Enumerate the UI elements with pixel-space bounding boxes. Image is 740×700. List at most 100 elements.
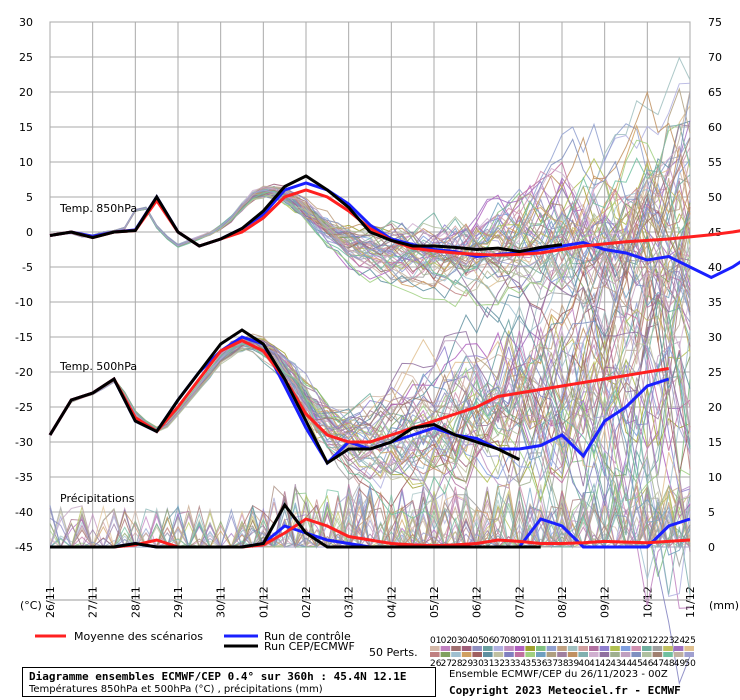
member-swatch-row2 — [514, 652, 525, 657]
x-tick-label: 30/11 — [215, 586, 228, 618]
member-number-row1: 06 — [483, 636, 495, 646]
x-tick-label: 27/11 — [87, 586, 100, 618]
member-number-row2: 34 — [515, 659, 527, 669]
right-unit-label: (mm) — [709, 599, 739, 612]
left-tick-label: 10 — [19, 156, 33, 169]
member-swatch-row2 — [620, 652, 631, 657]
member-swatch-row1 — [673, 646, 684, 651]
member-number-row2: 32 — [494, 659, 505, 669]
member-t850-line — [49, 120, 691, 324]
right-tick-label: 10 — [708, 471, 722, 484]
left-tick-label: -40 — [15, 506, 33, 519]
legend: Moyenne des scénarios Run de contrôle Ru… — [35, 630, 696, 669]
member-swatch-row1 — [642, 646, 652, 651]
member-swatch-row1 — [451, 646, 461, 651]
mean-precip-line — [50, 517, 691, 549]
member-swatch-row2 — [472, 652, 482, 657]
member-number-row2: 42 — [600, 659, 611, 669]
left-tick-label: -20 — [15, 366, 33, 379]
member-swatch-row1 — [610, 646, 620, 651]
member-number-row1: 17 — [600, 636, 611, 646]
member-swatch-row2 — [430, 652, 440, 657]
right-tick-label: 50 — [708, 191, 722, 204]
member-number-row2: 43 — [610, 659, 621, 669]
member-number-row1: 21 — [642, 636, 653, 646]
member-number-row1: 09 — [515, 636, 527, 646]
member-number-row1: 15 — [578, 636, 589, 646]
legend-perts-label: 50 Perts. — [369, 646, 418, 659]
member-swatch-row2 — [546, 652, 557, 657]
member-number-row1: 03 — [451, 636, 462, 646]
member-number-row1: 24 — [674, 636, 686, 646]
member-swatch-row1 — [620, 646, 631, 651]
x-tick-label: 04/12 — [385, 586, 398, 618]
member-number-row1: 12 — [547, 636, 558, 646]
member-number-row2: 37 — [547, 659, 558, 669]
right-tick-label: 0 — [708, 541, 715, 554]
right-tick-label: 15 — [708, 436, 722, 449]
member-number-row2: 40 — [578, 659, 590, 669]
member-number-row2: 29 — [462, 659, 474, 669]
member-t850-line — [49, 157, 691, 286]
left-tick-label: 20 — [19, 86, 33, 99]
left-tick-label: 15 — [19, 121, 33, 134]
member-swatch-row1 — [440, 646, 451, 651]
member-swatch-row2 — [652, 652, 663, 657]
right-tick-label: 40 — [708, 261, 722, 274]
x-tick-label: 05/12 — [428, 586, 441, 618]
member-swatch-row1 — [546, 646, 557, 651]
member-number-row2: 27 — [441, 659, 452, 669]
member-swatch-row2 — [642, 652, 652, 657]
member-t500-line — [49, 324, 691, 505]
chart-subtitle: Températures 850hPa et 500hPa (°C) , pré… — [29, 684, 323, 695]
member-swatch-row1 — [578, 646, 588, 651]
right-tick-label: 5 — [708, 506, 715, 519]
left-tick-label: -35 — [15, 471, 33, 484]
member-number-row2: 33 — [504, 659, 515, 669]
member-swatch-row1 — [567, 646, 578, 651]
legend-control-label: Run de contrôle — [264, 630, 351, 643]
x-axis-ticks: 26/11 27/11 28/11 29/11 30/11 01/12 02/12 03/12… — [44, 586, 697, 618]
right-tick-label: 60 — [708, 121, 722, 134]
member-t850-line — [49, 91, 691, 303]
x-tick-label: 06/12 — [471, 586, 484, 618]
left-unit-label: (°C) — [20, 599, 42, 612]
member-swatches: 01 26 02 27 03 28 04 29 05 30 06 31 07 32 08 33 09 34 10 35… — [430, 636, 696, 669]
member-number-row2: 38 — [557, 659, 569, 669]
x-tick-label: 07/12 — [513, 586, 526, 618]
member-swatch-row2 — [461, 652, 472, 657]
precip-section-label: Précipitations — [60, 492, 135, 505]
main-series — [48, 174, 740, 549]
member-precip-line — [49, 484, 691, 549]
right-tick-label: 35 — [708, 296, 722, 309]
member-swatch-row1 — [536, 646, 546, 651]
member-number-row2: 36 — [536, 659, 548, 669]
member-number-row1: 20 — [631, 636, 643, 646]
member-swatch-row2 — [631, 652, 641, 657]
right-tick-label: 20 — [708, 401, 722, 414]
right-tick-label: 30 — [708, 331, 722, 344]
right-tick-label: 75 — [708, 16, 722, 29]
member-swatch-row1 — [652, 646, 663, 651]
member-swatch-row2 — [440, 652, 451, 657]
member-number-row1: 25 — [684, 636, 695, 646]
legend-mean-label: Moyenne des scénarios — [74, 630, 203, 643]
member-swatch-row1 — [430, 646, 440, 651]
left-tick-label: -30 — [15, 436, 33, 449]
member-swatch-row2 — [504, 652, 514, 657]
member-number-row1: 01 — [430, 636, 441, 646]
member-swatch-row2 — [451, 652, 461, 657]
member-number-row2: 39 — [568, 659, 580, 669]
member-number-row1: 22 — [653, 636, 664, 646]
member-swatch-row2 — [589, 652, 599, 657]
member-swatch-row2 — [557, 652, 567, 657]
chart-title-box: Diagramme ensembles ECMWF/CEP 0.4° sur 3… — [22, 667, 436, 697]
x-tick-label: 26/11 — [44, 586, 57, 618]
member-swatch-row2 — [525, 652, 535, 657]
member-number-row1: 23 — [663, 636, 674, 646]
t850-section-label: Temp. 850hPa — [59, 202, 137, 215]
x-tick-label: 28/11 — [129, 586, 142, 618]
member-swatch-row2 — [567, 652, 578, 657]
chart-title: Diagramme ensembles ECMWF/CEP 0.4° sur 3… — [29, 670, 407, 683]
